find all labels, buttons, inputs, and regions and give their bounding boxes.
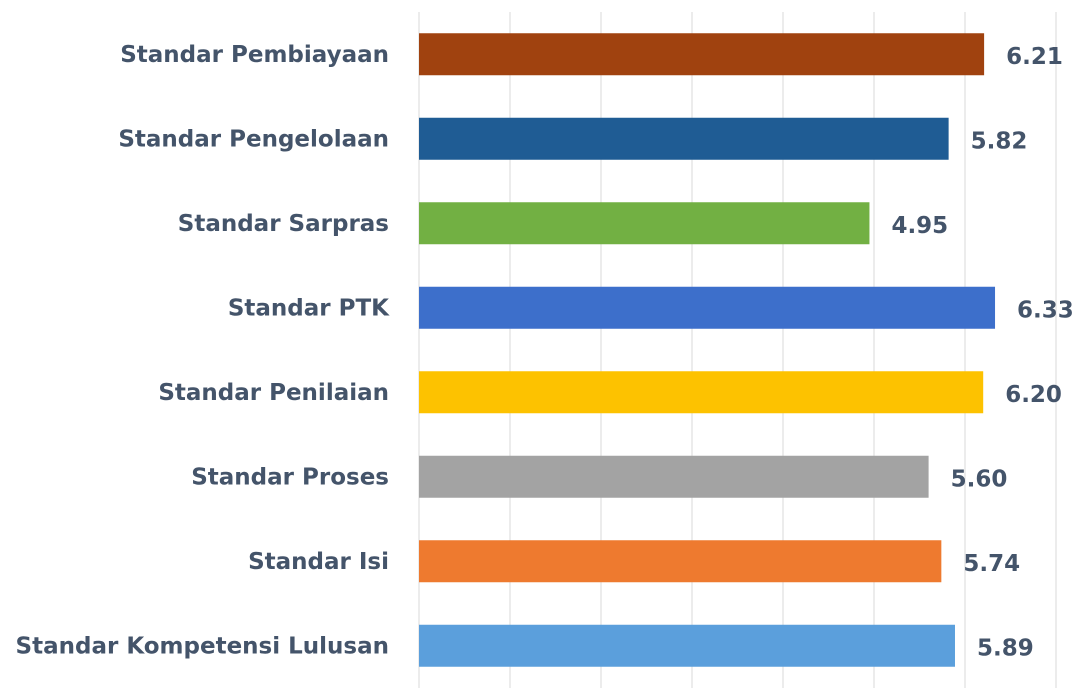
value-label: 5.74 (963, 551, 1020, 577)
value-label: 4.95 (891, 213, 948, 239)
value-label: 5.60 (951, 466, 1008, 492)
y-tick-label: Standar Kompetensi Lulusan (16, 633, 389, 659)
y-tick-label: Standar Sarpras (178, 211, 389, 237)
y-tick-label: Standar Pembiayaan (120, 42, 389, 68)
value-label: 6.21 (1006, 44, 1063, 70)
value-label: 5.82 (971, 128, 1028, 154)
value-label: 6.33 (1017, 297, 1074, 323)
value-label: 5.89 (977, 635, 1034, 661)
bar (419, 117, 949, 160)
bar (419, 455, 929, 498)
bar (419, 33, 985, 76)
y-tick-label: Standar PTK (228, 295, 390, 321)
bar (419, 202, 870, 245)
y-tick-label: Standar Penilaian (158, 380, 389, 406)
bar (419, 371, 984, 414)
y-tick-label: Standar Pengelolaan (118, 126, 389, 152)
y-tick-label: Standar Proses (191, 464, 389, 490)
value-label: 6.20 (1005, 382, 1062, 408)
bar (419, 540, 942, 583)
y-tick-label: Standar Isi (248, 549, 389, 575)
bar (419, 624, 955, 667)
bar (419, 286, 996, 329)
